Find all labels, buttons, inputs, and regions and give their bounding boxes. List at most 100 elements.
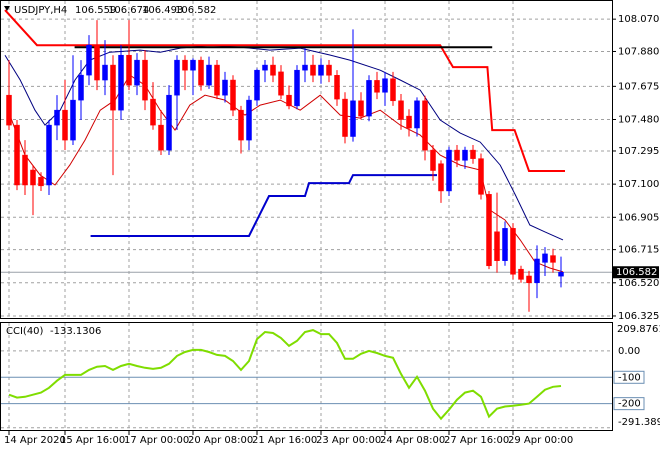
candle-body	[358, 100, 364, 117]
candle-body	[542, 253, 548, 263]
candle-body	[118, 54, 124, 111]
y-tick-label: 107.880	[618, 46, 659, 57]
candle-body	[342, 98, 348, 137]
indicator-line	[90, 174, 437, 237]
candle-body	[454, 149, 460, 161]
y-tick-label: 106.715	[618, 245, 659, 256]
x-tick-label: 29 Apr 00:00	[508, 435, 573, 446]
candle-body	[366, 80, 372, 117]
candle-body	[470, 149, 476, 159]
candle-body	[78, 74, 84, 101]
cci-panel	[0, 322, 613, 431]
candle-body	[54, 109, 60, 126]
cci-max-label: 209.8761	[617, 324, 660, 335]
x-tick-label: 23 Apr 00:00	[316, 435, 381, 446]
candle-body	[438, 163, 444, 192]
x-tick-label: 27 Apr 16:00	[444, 435, 509, 446]
candle-body	[526, 275, 532, 284]
header-close: 106.582	[175, 5, 216, 16]
cci-level-box	[613, 370, 645, 384]
candle-body	[374, 80, 380, 93]
cci-level-box	[613, 397, 645, 411]
y-tick-label: 106.905	[618, 212, 659, 223]
candle-body	[150, 98, 156, 126]
x-tick-label: 14 Apr 2020	[4, 435, 66, 446]
candle-body	[294, 69, 300, 107]
candle-body	[174, 59, 180, 96]
candle-body	[318, 64, 324, 76]
cci-level-label: -100	[618, 372, 641, 383]
candle-body	[94, 44, 100, 81]
indicator-line	[9, 74, 564, 273]
cci-tick-label: 0.00	[618, 346, 640, 357]
cci-tick-label: -291.3894	[618, 417, 660, 428]
candle-body	[190, 59, 196, 71]
candle-body	[134, 59, 140, 86]
candle-body	[6, 94, 12, 126]
y-tick-label: 107.675	[618, 81, 659, 92]
candle-body	[222, 79, 228, 96]
candle-body	[502, 228, 508, 261]
candle-body	[286, 94, 292, 107]
candle-body	[110, 64, 116, 111]
candle-body	[62, 109, 68, 141]
candle-body	[278, 71, 284, 96]
x-tick-label: 21 Apr 16:00	[252, 435, 317, 446]
candle-body	[102, 64, 108, 81]
candle-body	[326, 64, 332, 76]
indicator-line	[4, 9, 565, 172]
candle-body	[206, 64, 212, 86]
candle-body	[238, 109, 244, 141]
y-tick-label: 106.520	[618, 278, 659, 289]
indicator-line	[4, 44, 564, 241]
candle-body	[86, 44, 92, 76]
candle-body	[22, 154, 28, 186]
header-high: 106.674	[108, 5, 149, 16]
candle-body	[38, 177, 44, 187]
candle-body	[390, 78, 396, 102]
candle-body	[430, 149, 436, 171]
candle-body	[126, 54, 132, 86]
candle-body	[302, 64, 308, 71]
x-tick-label: 24 Apr 08:00	[380, 435, 445, 446]
candle-body	[382, 78, 388, 93]
candle-body	[182, 59, 188, 71]
x-tick-label: 15 Apr 16:00	[60, 435, 125, 446]
candle-body	[398, 100, 404, 120]
y-tick-label: 108.070	[618, 14, 659, 25]
y-tick-label: 107.295	[618, 146, 659, 157]
candle-body	[270, 64, 276, 76]
candle-body	[534, 258, 540, 284]
candle-body	[166, 94, 172, 151]
x-tick-label: 20 Apr 08:00	[188, 435, 253, 446]
header-open: 106.559	[75, 5, 116, 16]
candle-body	[70, 99, 76, 141]
candle-body	[494, 231, 500, 261]
last-price-box	[613, 266, 659, 279]
symbol-icon	[4, 6, 10, 11]
candle-body	[350, 100, 356, 137]
cci-title: CCI(40)	[6, 326, 44, 337]
candle-body	[46, 124, 52, 186]
candle-body	[558, 271, 564, 277]
candle-body	[310, 64, 316, 76]
candle-body	[406, 115, 412, 129]
candle-body	[198, 59, 204, 86]
cci-line	[8, 329, 562, 421]
candle-body	[14, 124, 20, 186]
candle-body	[462, 149, 468, 161]
candle-body	[550, 255, 556, 263]
candle-body	[246, 99, 252, 141]
header-low: 106.493	[142, 5, 183, 16]
candle-body	[262, 64, 268, 71]
candle-body	[142, 59, 148, 101]
candle-body	[414, 100, 420, 129]
candle-body	[158, 124, 164, 151]
candle-body	[254, 69, 260, 101]
candle-body	[510, 228, 516, 275]
candle-body	[230, 79, 236, 111]
candle-body	[30, 169, 36, 186]
